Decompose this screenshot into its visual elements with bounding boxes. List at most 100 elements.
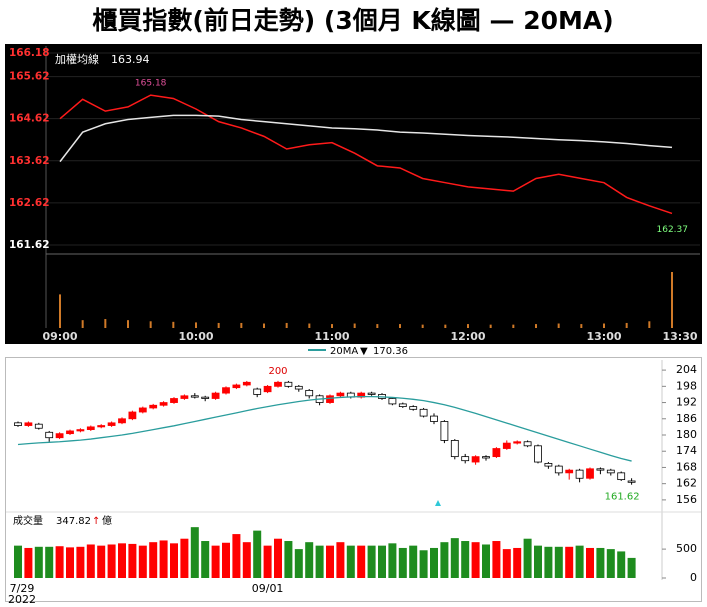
volume-bar bbox=[180, 538, 189, 578]
year-label: 2022 bbox=[8, 593, 36, 606]
volume-tick-label: 0 bbox=[690, 571, 697, 584]
legend-label: 20MA bbox=[330, 346, 358, 357]
y-tick-label: 164.62 bbox=[9, 113, 50, 125]
candle-body bbox=[627, 480, 636, 483]
y-tick-label: 192 bbox=[676, 396, 697, 409]
y-tick-label: 156 bbox=[676, 493, 697, 506]
candle-body bbox=[523, 441, 532, 447]
candle-body bbox=[45, 431, 54, 439]
y-tick-label: 163.62 bbox=[9, 155, 50, 167]
volume-bar bbox=[554, 546, 563, 578]
volume-bar bbox=[81, 320, 84, 328]
volume-bar bbox=[444, 324, 447, 328]
candle-body bbox=[336, 392, 345, 397]
volume-bar bbox=[492, 541, 501, 578]
volume-bar bbox=[430, 547, 438, 578]
volume-bar bbox=[353, 323, 356, 328]
volume-bar bbox=[127, 320, 129, 328]
volume-bar bbox=[502, 549, 511, 578]
volume-bar bbox=[596, 547, 605, 578]
x-tick-label: 13:00 bbox=[586, 330, 621, 343]
volume-bar bbox=[86, 544, 95, 578]
volume-bar bbox=[190, 527, 199, 578]
volume-bar bbox=[471, 542, 480, 578]
candle-body bbox=[263, 385, 272, 393]
volume-bar bbox=[482, 544, 490, 578]
volume-bar bbox=[388, 543, 397, 578]
x-tick-label: 13:30 bbox=[662, 330, 697, 343]
candle-body bbox=[159, 402, 168, 406]
volume-bar bbox=[315, 545, 324, 578]
legend-value: 163.94 bbox=[111, 53, 150, 66]
x-tick-label: 7/29 bbox=[10, 582, 35, 595]
y-tick-label: 162.62 bbox=[9, 197, 50, 209]
candle-body bbox=[482, 456, 490, 459]
page-title: 櫃買指數(前日走勢) (3個月 K線圖 — 20MA) bbox=[92, 6, 613, 35]
volume-bar bbox=[263, 323, 265, 328]
x-tick-label: 11:00 bbox=[314, 330, 349, 343]
y-tick-label: 161.62 bbox=[9, 239, 50, 251]
y-tick-label: 166.18 bbox=[9, 47, 50, 59]
candle-body bbox=[274, 381, 282, 387]
y-tick-label: 198 bbox=[676, 379, 697, 392]
volume-bar bbox=[575, 545, 584, 578]
x-tick-label: 12:00 bbox=[450, 330, 485, 343]
candle-body bbox=[388, 398, 397, 405]
volume-bar bbox=[461, 541, 470, 578]
volume-bar bbox=[242, 542, 251, 578]
volume-bar bbox=[627, 557, 636, 578]
volume-bar bbox=[586, 547, 594, 578]
legend-trend: ▼ bbox=[360, 346, 368, 357]
volume-bar bbox=[285, 322, 288, 328]
candle-body bbox=[24, 422, 33, 426]
volume-bar bbox=[565, 546, 574, 578]
candle-body bbox=[575, 469, 584, 479]
volume-bar bbox=[580, 324, 583, 328]
candle-body bbox=[554, 465, 563, 474]
candle-body bbox=[617, 472, 626, 481]
x-tick-label: 10:00 bbox=[178, 330, 213, 343]
volume-bar bbox=[440, 542, 449, 578]
candle-body bbox=[97, 425, 106, 428]
candle-body bbox=[419, 408, 428, 417]
volume-bar bbox=[170, 543, 178, 578]
volume-bar bbox=[357, 545, 366, 578]
volume-bar bbox=[201, 541, 210, 578]
candle-body bbox=[398, 403, 407, 408]
volume-bar bbox=[409, 545, 418, 578]
candle-body bbox=[170, 398, 178, 403]
volume-bar bbox=[284, 541, 293, 578]
volume-bar bbox=[253, 530, 262, 578]
volume-bar bbox=[172, 321, 175, 328]
volume-bar bbox=[331, 324, 333, 328]
candle-body bbox=[107, 422, 116, 426]
volume-bar bbox=[671, 272, 673, 328]
volume-bar bbox=[625, 322, 628, 328]
candle-body bbox=[534, 445, 542, 463]
candle-body bbox=[222, 387, 230, 394]
candle-body bbox=[544, 462, 553, 467]
volume-bar bbox=[240, 322, 243, 328]
volume-bar bbox=[308, 323, 311, 328]
volume-bar bbox=[419, 550, 428, 578]
x-tick-label: 09:00 bbox=[42, 330, 77, 343]
volume-bar bbox=[534, 545, 542, 578]
candle-body bbox=[565, 469, 574, 474]
volume-bar bbox=[14, 545, 22, 578]
volume-bar bbox=[544, 546, 553, 578]
volume-bar bbox=[450, 538, 459, 578]
volume-bar bbox=[274, 538, 282, 578]
candle-body bbox=[284, 381, 293, 387]
volume-bar bbox=[648, 321, 651, 328]
volume-bar bbox=[97, 545, 106, 578]
y-tick-label: 180 bbox=[676, 428, 697, 441]
volume-bar bbox=[118, 543, 126, 578]
volume-bar bbox=[467, 324, 469, 328]
volume-bar bbox=[346, 545, 355, 578]
candle-body bbox=[118, 418, 126, 424]
candle-body bbox=[76, 429, 85, 432]
volume-bar bbox=[128, 543, 137, 578]
volume-bar bbox=[149, 321, 152, 328]
candle-body bbox=[461, 456, 470, 462]
